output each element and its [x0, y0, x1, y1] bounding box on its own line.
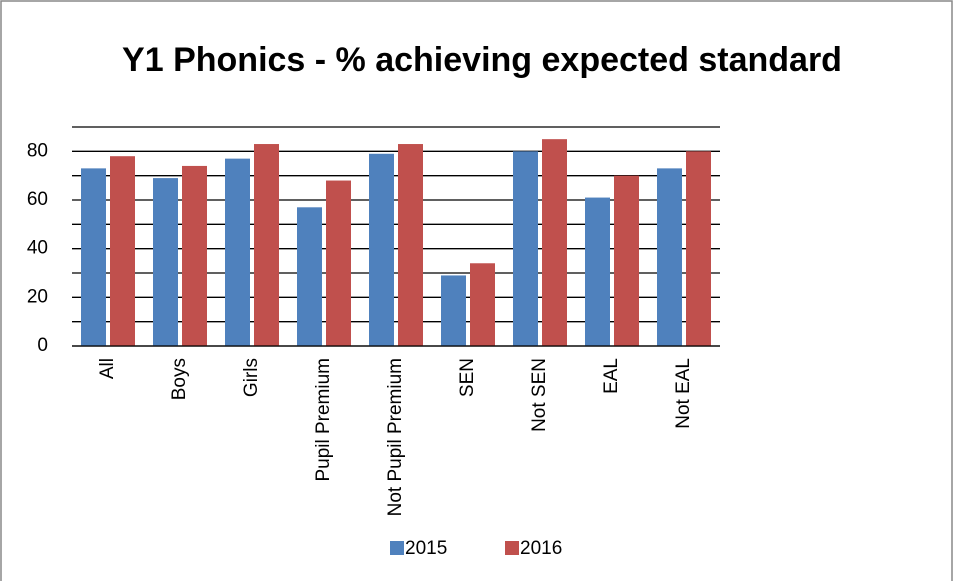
bar	[254, 144, 279, 346]
legend-swatch	[390, 541, 404, 555]
bar	[153, 178, 178, 346]
bar	[297, 207, 322, 346]
bar	[686, 151, 711, 346]
bar	[398, 144, 423, 346]
bar	[110, 156, 135, 346]
bar	[513, 151, 538, 346]
legend-label: 2015	[405, 538, 447, 559]
legend-swatch	[505, 541, 519, 555]
bar	[657, 168, 682, 346]
x-tick-label: Not Pupil Premium	[385, 358, 406, 516]
bar	[614, 175, 639, 346]
bar	[542, 139, 567, 346]
x-tick-label: Boys	[169, 358, 190, 400]
x-tick-label: All	[97, 358, 118, 379]
bar	[326, 180, 351, 346]
bar	[182, 165, 207, 346]
x-tick-label: Not EAL	[673, 358, 694, 429]
y-tick-label: 20	[27, 286, 48, 307]
x-tick-label: EAL	[601, 358, 622, 394]
y-tick-label: 0	[37, 335, 48, 356]
y-tick-label: 80	[27, 140, 48, 161]
legend-label: 2016	[520, 538, 562, 559]
bar	[441, 275, 466, 346]
bar	[585, 197, 610, 346]
x-tick-label: Girls	[241, 358, 262, 397]
bar	[470, 263, 495, 346]
chart-title: Y1 Phonics - % achieving expected standa…	[122, 41, 842, 79]
y-tick-label: 60	[27, 189, 48, 210]
x-tick-label: Pupil Premium	[313, 358, 334, 482]
bar	[81, 168, 106, 346]
x-tick-label: SEN	[457, 358, 478, 397]
bar	[369, 153, 394, 346]
bar	[225, 158, 250, 346]
y-tick-label: 40	[27, 238, 48, 259]
x-tick-label: Not SEN	[529, 358, 550, 432]
